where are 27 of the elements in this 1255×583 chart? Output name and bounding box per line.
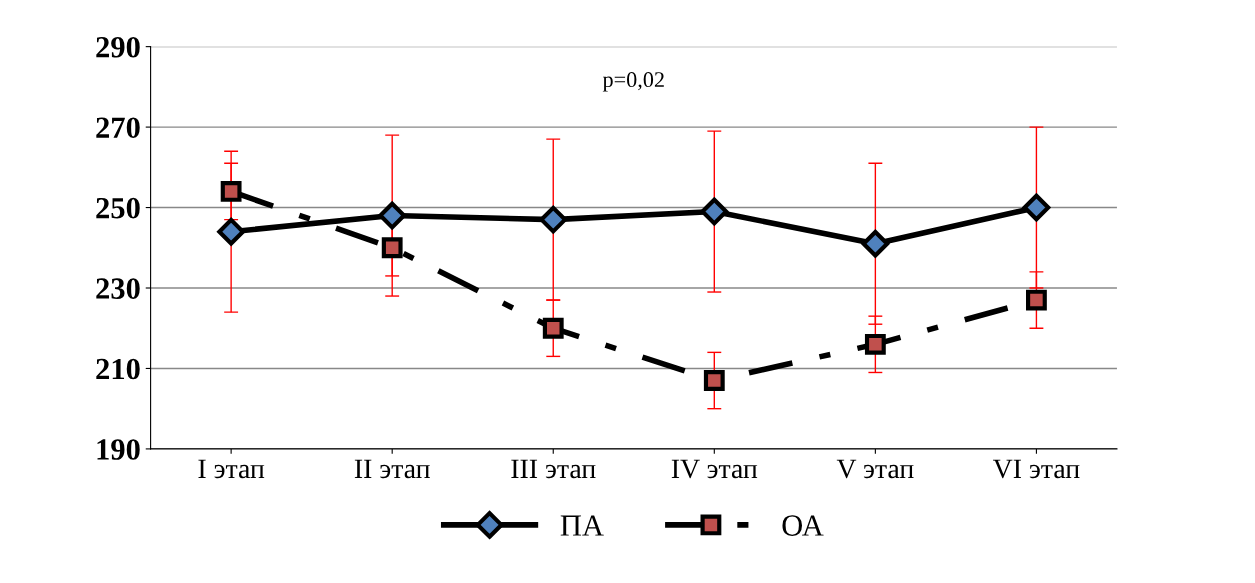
legend-label: ПА bbox=[560, 515, 604, 536]
point bbox=[217, 217, 245, 246]
point bbox=[861, 229, 890, 258]
legend-label: ОА bbox=[782, 515, 824, 536]
x-tick-label: V этап bbox=[836, 459, 914, 479]
x-tick-label: II этап bbox=[354, 459, 430, 479]
x-tick-label: III этап bbox=[511, 459, 596, 479]
point bbox=[220, 181, 242, 202]
y-tick-label: 190 bbox=[97, 439, 140, 460]
y-tick-label: 270 bbox=[96, 117, 140, 138]
point bbox=[378, 201, 407, 230]
annotation: p=0,02 bbox=[602, 72, 664, 92]
x-tick-label: IV этап bbox=[671, 459, 758, 479]
y-tick-label: 210 bbox=[96, 358, 140, 380]
x-tick-label: I этап bbox=[198, 459, 265, 479]
y-tick-label: 230 bbox=[96, 278, 140, 299]
point bbox=[1022, 193, 1051, 222]
point bbox=[1026, 289, 1047, 311]
y-tick-label: 250 bbox=[96, 197, 140, 219]
point bbox=[381, 237, 403, 259]
point bbox=[703, 370, 725, 391]
point bbox=[542, 317, 564, 339]
x-tick-label: VI этап bbox=[992, 459, 1080, 479]
point bbox=[700, 197, 729, 226]
point bbox=[864, 333, 886, 355]
y-tick-label: 290 bbox=[96, 36, 140, 58]
point bbox=[539, 205, 568, 234]
